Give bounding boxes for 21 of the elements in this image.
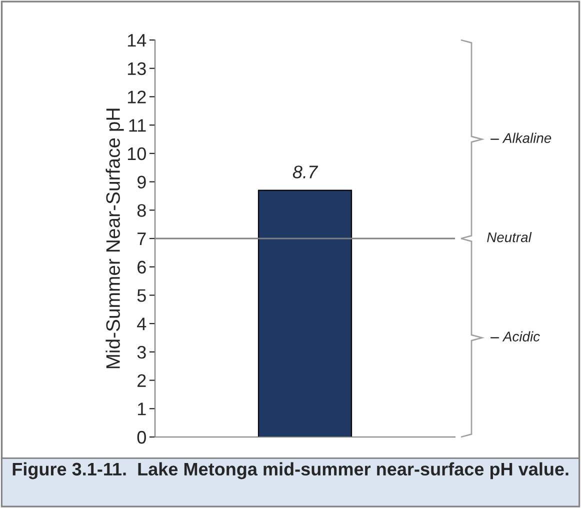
ref-line-label: Neutral <box>487 232 532 242</box>
y-tick-label: 3 <box>137 346 146 359</box>
y-tick-label: 7 <box>138 232 146 246</box>
caption: Figure 3.1-11. Lake Metonga mid-summer near-surface pH value. <box>12 462 568 480</box>
y-tick-label: 10 <box>128 147 146 160</box>
y-tick-label: 2 <box>138 374 146 387</box>
y-tick-label: 11 <box>129 119 146 132</box>
y-tick-label: 9 <box>137 176 146 189</box>
y-tick-label: 5 <box>137 289 146 302</box>
y-tick-label: 6 <box>138 260 146 274</box>
y-axis-title: Mid-Summer Near-Surface pH <box>106 108 124 368</box>
y-tick-label: 14 <box>128 34 146 47</box>
text: Alkaline <box>502 132 552 143</box>
y-tick-label: 0 <box>137 430 146 444</box>
y-tick-label: 12 <box>128 90 146 104</box>
y-tick-label: 13 <box>128 62 146 76</box>
data-label: 8.7 <box>292 166 318 178</box>
text: Acidic <box>502 331 540 342</box>
y-tick-label: 4 <box>137 318 146 330</box>
y-tick-label: 8 <box>137 204 146 217</box>
y-tick-label: 1 <box>138 402 146 416</box>
